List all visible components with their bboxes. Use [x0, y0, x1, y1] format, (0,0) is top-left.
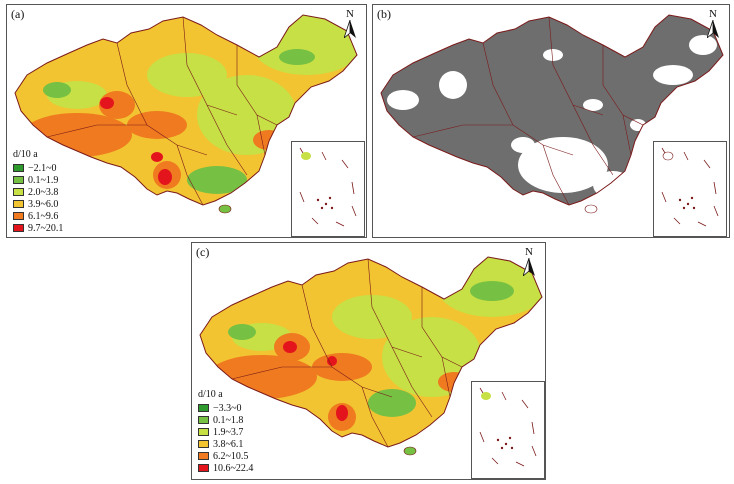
- map-panel-b: (b) N: [372, 4, 730, 238]
- legend-label: 6.1~9.6: [28, 210, 59, 222]
- legend-item: 3.8~6.1: [198, 438, 253, 450]
- north-arrow: N: [705, 9, 721, 43]
- panel-label: (b): [377, 7, 391, 21]
- legend-item: 0.1~1.9: [13, 174, 63, 186]
- north-arrow: N: [342, 9, 358, 43]
- legend-label: −2.1~0: [28, 162, 57, 174]
- panel-label: (c): [196, 245, 210, 259]
- north-arrow-icon: [522, 257, 535, 278]
- legend-item: 10.6~22.4: [198, 462, 253, 474]
- north-arrow-icon: [343, 19, 356, 40]
- legend-swatch: [198, 416, 209, 424]
- south-china-sea-inset: [471, 381, 545, 479]
- legend-label: 9.7~20.1: [28, 222, 64, 234]
- legend-label: 6.2~10.5: [213, 450, 249, 462]
- legend-swatch: [13, 188, 24, 196]
- legend-label: −3.3~0: [213, 402, 242, 414]
- south-china-sea-islands: [479, 387, 537, 467]
- legend-item: 1.9~3.7: [198, 426, 253, 438]
- legend-item: −2.1~0: [13, 162, 63, 174]
- legend-item: 3.9~6.0: [13, 198, 63, 210]
- legend-title: d/10 a: [198, 389, 223, 400]
- legend-label: 2.0~3.8: [28, 186, 59, 198]
- map-panel-c: (c) N d/10 a −3.3~0 0.1~1.8 1.9~3.7 3.8~…: [191, 242, 546, 480]
- legend-swatch: [198, 428, 209, 436]
- north-label: N: [709, 8, 717, 20]
- panel-label: (a): [11, 7, 25, 21]
- south-china-sea-inset: [291, 141, 365, 237]
- legend-swatch: [198, 440, 209, 448]
- legend-label: 10.6~22.4: [213, 462, 254, 474]
- legend-title: d/10 a: [13, 149, 38, 160]
- legend-item: 2.0~3.8: [13, 186, 63, 198]
- north-label: N: [525, 246, 533, 258]
- legend-swatch: [198, 404, 209, 412]
- legend-swatch: [13, 164, 24, 172]
- south-china-sea-inset: [653, 141, 727, 237]
- legend-item: 6.2~10.5: [198, 450, 253, 462]
- legend-label: 1.9~3.7: [213, 426, 244, 438]
- north-label: N: [346, 8, 354, 20]
- legend-label: 3.8~6.1: [213, 438, 244, 450]
- china-trend-map-c: [199, 256, 543, 456]
- south-china-sea-islands: [661, 147, 719, 227]
- north-arrow: N: [521, 247, 537, 281]
- legend-item: 9.7~20.1: [13, 222, 63, 234]
- legend-a: d/10 a −2.1~0 0.1~1.9 2.0~3.8 3.9~6.0 6.…: [13, 149, 63, 234]
- legend-label: 0.1~1.9: [28, 174, 59, 186]
- legend-swatch: [198, 464, 209, 472]
- legend-swatch: [13, 176, 24, 184]
- legend-swatch: [13, 212, 24, 220]
- legend-c: d/10 a −3.3~0 0.1~1.8 1.9~3.7 3.8~6.1 6.…: [198, 389, 253, 474]
- legend-item: −3.3~0: [198, 402, 253, 414]
- south-china-sea-islands: [299, 147, 357, 227]
- legend-label: 3.9~6.0: [28, 198, 59, 210]
- legend-swatch: [198, 452, 209, 460]
- legend-item: 6.1~9.6: [13, 210, 63, 222]
- legend-swatch: [13, 200, 24, 208]
- china-trend-map-a: [14, 14, 358, 214]
- legend-swatch: [13, 224, 24, 232]
- legend-item: 0.1~1.8: [198, 414, 253, 426]
- north-arrow-icon: [706, 19, 719, 40]
- legend-label: 0.1~1.8: [213, 414, 244, 426]
- map-panel-a: (a) N d/10 a −2.1~0 0.1~1.9 2.0~3.8 3.9~…: [6, 4, 367, 238]
